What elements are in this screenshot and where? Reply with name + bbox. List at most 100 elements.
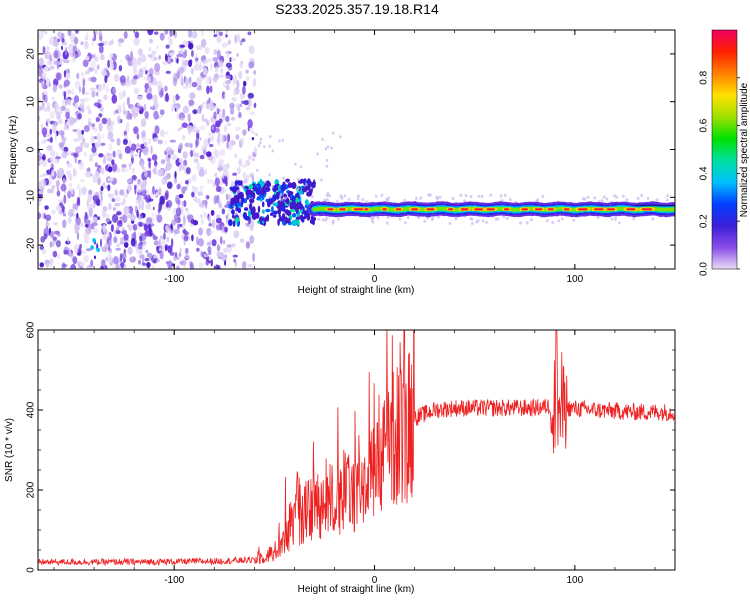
noise-blob: [105, 257, 108, 262]
noise-blob: [67, 89, 72, 95]
noise-blob: [107, 59, 110, 69]
noise-blob: [176, 113, 179, 121]
noise-blob: [216, 167, 224, 171]
noise-blob: [123, 168, 129, 173]
noise-blob: [207, 178, 211, 184]
noise-blob: [248, 45, 255, 55]
noise-blob: [125, 127, 130, 132]
noise-blob: [205, 195, 210, 200]
noise-blob: [114, 73, 120, 82]
transition-blob: [242, 212, 248, 220]
noise-blob: [231, 116, 236, 121]
noise-blob: [148, 47, 152, 52]
noise-blob: [63, 91, 66, 101]
faint-blob: [311, 195, 314, 199]
snr-panel: -100 0 100 0 200 400 600 Height of straight li…: [4, 321, 676, 595]
noise-blob: [176, 70, 181, 80]
transition-blob: [280, 201, 285, 207]
noise-blob: [205, 260, 209, 266]
noise-blob: [58, 84, 63, 89]
noise-blob: [67, 236, 70, 244]
noise-blob: [72, 129, 78, 132]
noise-blob: [65, 96, 68, 106]
noise-blob: [110, 224, 114, 233]
noise-blob: [66, 160, 70, 165]
noise-blob: [65, 121, 71, 126]
y-tick-label: 600: [26, 321, 37, 338]
carrier-halo: [317, 217, 320, 221]
noise-blob: [158, 55, 162, 60]
noise-blob: [237, 105, 241, 112]
noise-blob: [164, 85, 168, 92]
faint-blob: [263, 180, 267, 184]
noise-blob: [104, 264, 108, 269]
noise-blob: [230, 106, 235, 115]
noise-blob: [212, 181, 216, 188]
x-tick-label: 100: [566, 274, 583, 285]
noise-blob: [46, 262, 50, 268]
noise-blob: [95, 117, 100, 123]
faint-blob: [280, 192, 283, 196]
transition-blob: [228, 219, 233, 227]
noise-blob: [116, 226, 120, 232]
noise-blob: [208, 215, 211, 224]
transition-blob: [261, 217, 267, 222]
noise-blob: [110, 138, 115, 143]
transition-blob: [311, 217, 316, 221]
noise-blob: [199, 154, 205, 160]
noise-blob: [85, 70, 90, 75]
noise-blob: [104, 75, 108, 84]
noise-blob: [243, 100, 249, 106]
noise-blob: [123, 241, 129, 248]
noise-blob: [184, 49, 188, 58]
noise-blob: [207, 246, 212, 253]
noise-blob: [43, 233, 48, 240]
noise-blob: [182, 105, 189, 114]
noise-blob: [143, 103, 147, 112]
noise-blob: [69, 50, 76, 58]
noise-blob: [230, 57, 237, 62]
transition-blob: [281, 213, 286, 221]
transition-blob: [295, 208, 299, 214]
noise-blob: [210, 258, 213, 267]
noise-blob: [185, 247, 189, 255]
faint-blob: [271, 149, 274, 153]
noise-blob: [200, 214, 203, 219]
noise-blob: [218, 251, 224, 258]
noise-blob: [183, 264, 186, 269]
noise-blob: [209, 85, 213, 93]
noise-blob: [122, 214, 128, 224]
noise-blob: [52, 250, 58, 258]
noise-blob: [215, 224, 222, 231]
noise-blob: [133, 224, 138, 231]
transition-blob: [275, 192, 280, 200]
noise-blob: [189, 76, 192, 84]
carrier-peak: [547, 208, 554, 211]
noise-blob: [145, 202, 151, 210]
noise-blob: [205, 200, 208, 209]
carrier-halo: [437, 215, 440, 219]
noise-blob: [81, 250, 88, 254]
noise-blob: [116, 211, 122, 216]
noise-blob: [127, 178, 133, 184]
noise-blob: [179, 126, 183, 130]
noise-blob: [249, 111, 256, 116]
faint-blob: [316, 152, 319, 156]
faint-blob: [330, 146, 333, 150]
transition-blob: [233, 196, 240, 203]
faint-blob: [305, 182, 308, 186]
noise-blob: [147, 30, 154, 36]
noise-blob: [184, 77, 190, 87]
noise-blob: [241, 164, 247, 168]
noise-blob: [245, 241, 250, 249]
noise-blob: [245, 159, 251, 167]
noise-blob: [72, 56, 76, 63]
carrier-halo: [325, 193, 329, 197]
noise-blob: [45, 214, 52, 221]
carrier-halo: [499, 194, 503, 198]
noise-blob: [101, 246, 108, 253]
noise-blob-bright: [90, 245, 94, 250]
carrier-peak: [395, 208, 402, 211]
noise-blob: [41, 92, 45, 100]
noise-blob: [51, 169, 55, 177]
